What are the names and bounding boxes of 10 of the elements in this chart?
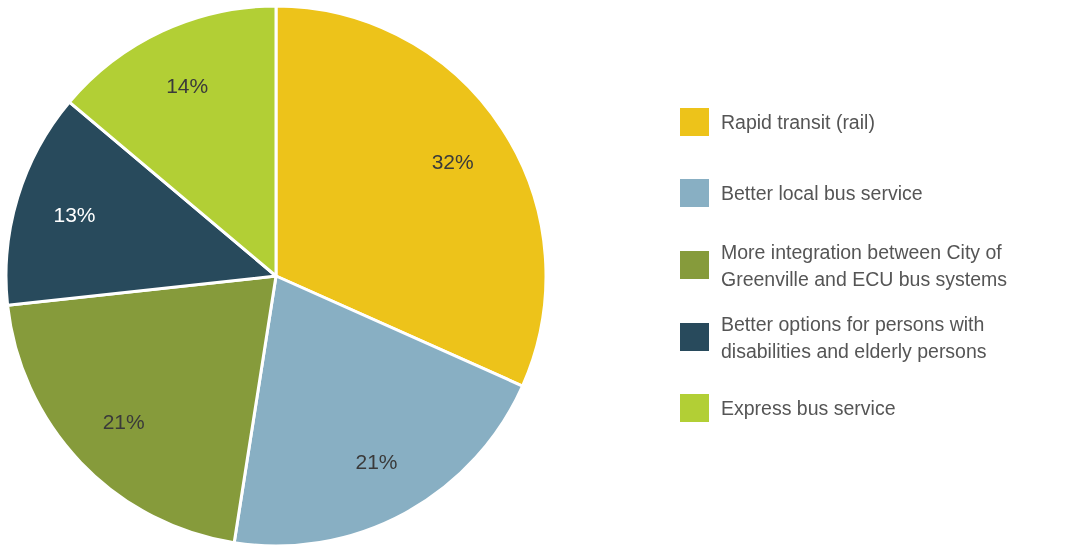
legend-label: Rapid transit (rail) (721, 111, 875, 133)
legend-label: More integration between City of Greenville and ECU bus systems (721, 240, 1008, 290)
data-label: 32% (431, 149, 474, 173)
data-label: 13% (53, 203, 96, 227)
data-label: 21% (102, 409, 145, 433)
data-label: 14% (166, 73, 209, 97)
legend-label: Better options for persons with disabilities and elderly persons (721, 312, 987, 362)
legend-label: Express bus service (721, 397, 896, 419)
data-label: 21% (355, 449, 398, 473)
legend-label: Better local bus service (721, 182, 923, 204)
